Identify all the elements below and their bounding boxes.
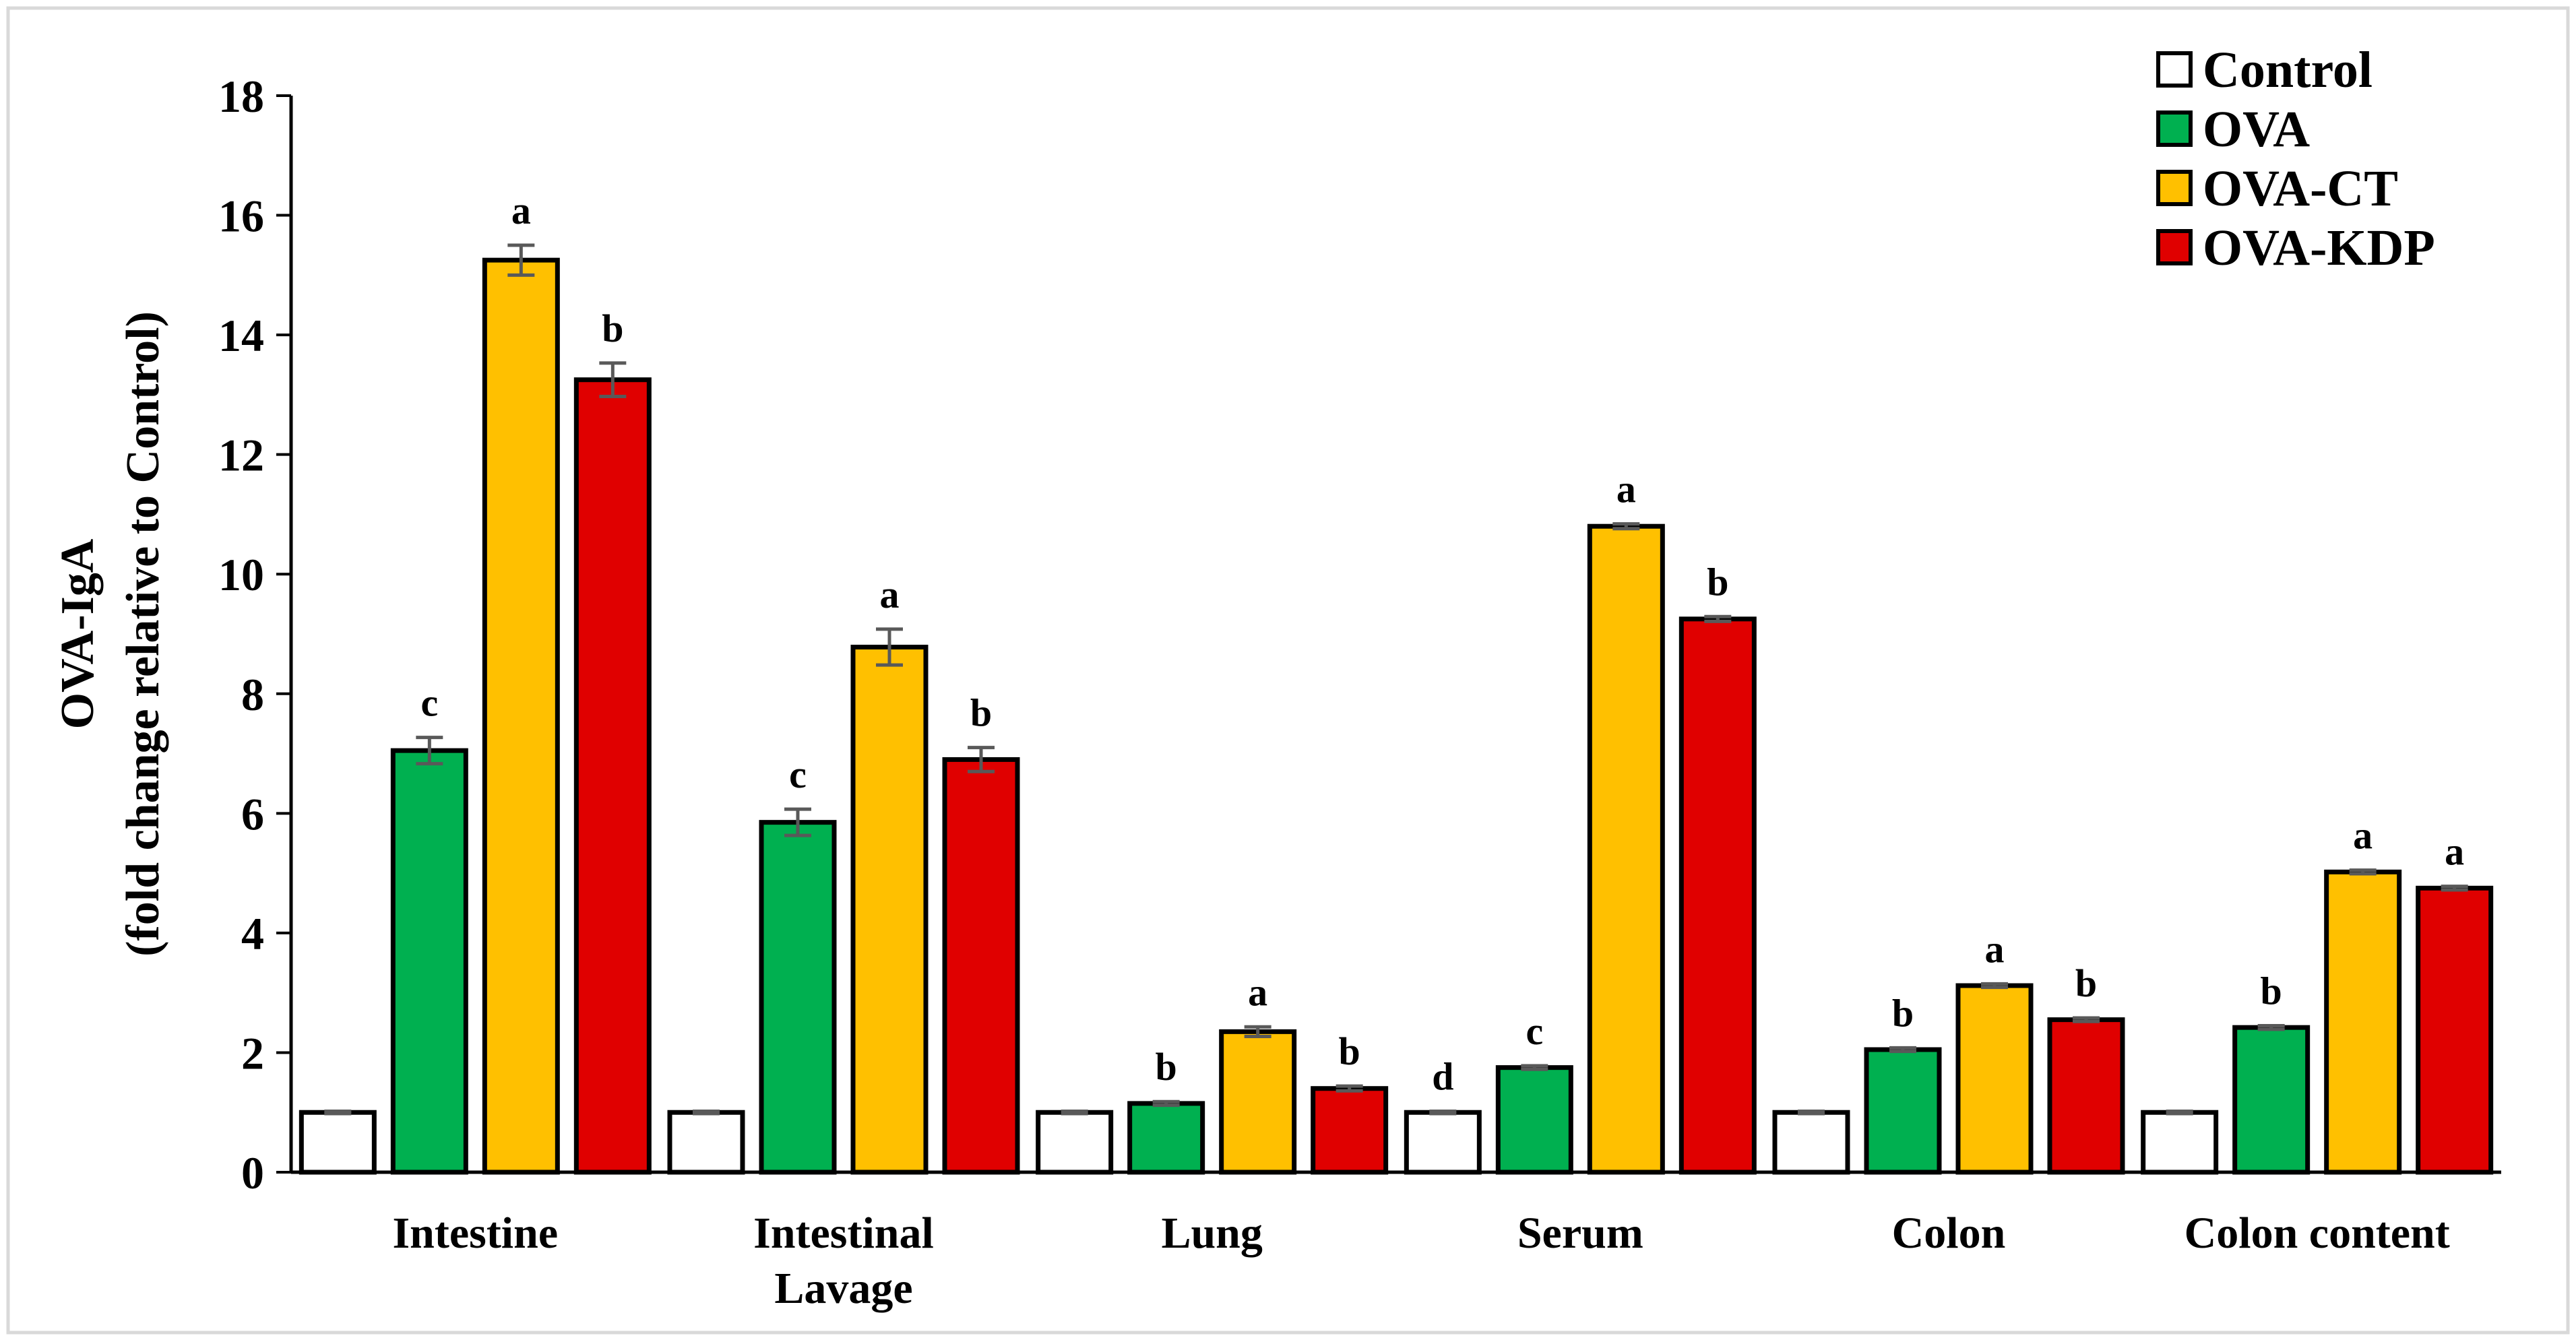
y-tick-label: 12 (218, 430, 264, 481)
significance-letter: a (1616, 468, 1636, 511)
significance-letter: b (2261, 969, 2282, 1013)
y-axis-label: (fold change relative to Control) (117, 311, 169, 957)
y-tick-label: 14 (218, 310, 264, 361)
bar-ova (759, 820, 837, 1175)
bar-ova-ct (1219, 1029, 1297, 1175)
bar-control (2141, 1110, 2219, 1175)
significance-letter: b (1892, 991, 1914, 1035)
y-tick-label: 18 (218, 71, 264, 122)
y-tick-label: 4 (241, 908, 264, 959)
bar-ova-ct (482, 257, 560, 1175)
legend-label: OVA-KDP (2203, 220, 2435, 276)
bar-control (1404, 1110, 1482, 1175)
x-tick-label: Colon content (2185, 1209, 2450, 1258)
bar-ova-kdp (1311, 1086, 1389, 1175)
significance-letter: a (2353, 814, 2373, 858)
bar-ova (2232, 1025, 2311, 1175)
y-tick-label: 6 (241, 788, 264, 839)
legend-label: OVA (2203, 101, 2310, 158)
significance-letter: a (1248, 970, 1267, 1014)
bar-ova (1864, 1047, 1942, 1175)
labels-layer: c a b Intestine c a b Intestinal Lavage b a b Lung d c… (392, 189, 2464, 1313)
y-tick-label: 10 (218, 549, 264, 600)
significance-letter: a (511, 189, 531, 232)
bar-ova-kdp (1678, 616, 1757, 1175)
bar-control (1772, 1110, 1850, 1175)
significance-letter: b (602, 307, 623, 350)
significance-letter: b (970, 691, 992, 735)
y-tick-label: 0 (241, 1147, 264, 1198)
significance-letter: a (880, 573, 900, 616)
significance-letter: b (1156, 1045, 1177, 1089)
x-tick-label: Intestine (392, 1209, 558, 1258)
bar-ova-kdp (942, 757, 1020, 1175)
bar-ova (1127, 1101, 1205, 1175)
bar-ova-kdp (573, 377, 652, 1175)
significance-letter: b (1339, 1029, 1360, 1073)
y-tick-label: 16 (218, 191, 264, 242)
legend-label: Control (2203, 42, 2373, 98)
y-tick-label: 2 (241, 1027, 264, 1079)
significance-letter: c (420, 681, 438, 725)
bar-control (1036, 1110, 1114, 1175)
legend-label: OVA-CT (2203, 160, 2398, 217)
x-tick-label: Serum (1517, 1209, 1643, 1258)
y-tick-label: 8 (241, 669, 264, 720)
bar-control (299, 1110, 377, 1175)
significance-letter: a (1985, 927, 2005, 971)
significance-letter: a (2445, 830, 2464, 874)
y-axis-label: OVA-IgA (52, 538, 104, 729)
bar-ova-ct (1955, 983, 2034, 1175)
bar-ova (1495, 1065, 1573, 1175)
bars-layer (299, 243, 2494, 1175)
legend-swatch-ova (2156, 110, 2193, 147)
legend-swatch-ova-kdp (2156, 229, 2193, 265)
bar-ova-ct (1587, 523, 1665, 1175)
x-tick-label: Lung (1161, 1209, 1262, 1258)
significance-letter: c (1526, 1009, 1543, 1053)
bar-ova-kdp (2416, 885, 2494, 1175)
bar-ova-ct (850, 645, 929, 1175)
significance-letter: c (789, 753, 807, 796)
bar-ova (390, 748, 468, 1175)
legend-swatch-ova-ct (2156, 170, 2193, 206)
significance-letter: d (1432, 1054, 1453, 1098)
significance-letter: b (1707, 560, 1728, 604)
axes-layer: 0 2 4 6 8 10 12 14 16 18 OVA-IgA (fold change relat… (52, 71, 2501, 1198)
legend-swatch-control (2156, 51, 2193, 88)
x-tick-label: Colon (1892, 1209, 2006, 1258)
bar-ova-kdp (2047, 1017, 2125, 1175)
significance-letter: b (2075, 961, 2097, 1005)
bar-control (667, 1110, 745, 1175)
x-tick-label: Intestinal (753, 1209, 934, 1258)
bar-ova-ct (2324, 869, 2402, 1175)
x-tick-label: Lavage (774, 1264, 912, 1313)
